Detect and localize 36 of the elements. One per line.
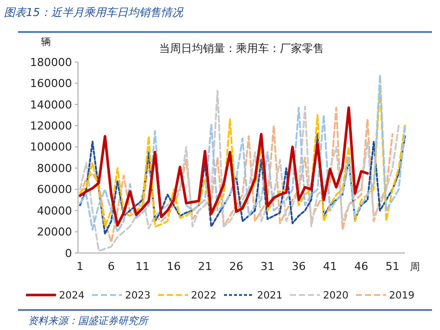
x-tick-label: 51	[386, 260, 400, 273]
x-tick-label: 46	[354, 260, 368, 273]
line-series	[79, 106, 394, 244]
y-axis-title: 辆	[41, 36, 51, 48]
legend-label: 2019	[389, 290, 414, 302]
chart-title: 图表15：近半月乘用车日均销售情况	[4, 6, 184, 19]
y-tick-label: 140000	[30, 98, 72, 112]
x-tick-label: 1	[76, 260, 84, 273]
x-tick-label: 6	[108, 260, 115, 273]
y-tick-label: 0	[65, 246, 72, 260]
legend-label: 2023	[125, 290, 150, 302]
chart-subtitle: 当周日均销量：乘用车：厂家零售	[159, 42, 324, 55]
y-tick-label: 20000	[37, 226, 72, 239]
y-tick-label: 60000	[37, 183, 72, 196]
x-tick-label: 31	[260, 260, 274, 273]
line-series	[79, 90, 400, 252]
legend-label: 2021	[257, 290, 282, 302]
x-tick-label: 11	[136, 260, 150, 273]
line-series	[79, 132, 406, 235]
x-tick-label: 36	[292, 260, 306, 273]
x-tick-label: 26	[229, 260, 244, 273]
y-tick-label: 180000	[30, 56, 72, 69]
x-axis-title: 周	[410, 262, 420, 273]
x-tick-label: 16	[166, 260, 181, 273]
legend-label: 2024	[59, 290, 84, 302]
x-tick-label: 41	[323, 260, 337, 273]
x-tick-label: 21	[198, 260, 212, 273]
y-tick-label: 120000	[30, 120, 72, 133]
y-tick-label: 100000	[30, 140, 72, 154]
legend-label: 2022	[191, 290, 216, 302]
line-series	[78, 106, 369, 227]
y-tick-label: 80000	[37, 162, 72, 175]
text: 资料来源：国盛证券研究所	[28, 315, 150, 327]
y-tick-label: 40000	[37, 204, 72, 218]
y-tick-label: 160000	[30, 77, 72, 90]
legend-label: 2020	[323, 290, 348, 302]
